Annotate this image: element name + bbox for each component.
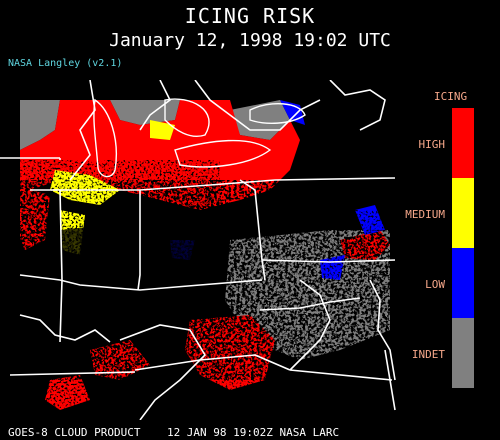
legend-swatch-low xyxy=(452,248,474,318)
legend-label-low: LOW xyxy=(425,278,445,291)
map-timestamp: January 12, 1998 19:02 UTC xyxy=(109,30,391,51)
icing-map xyxy=(0,79,440,424)
state-boundaries xyxy=(0,79,396,421)
legend-swatch-medium xyxy=(452,178,474,248)
icing-map-svg xyxy=(0,79,396,421)
legend-label-medium: MEDIUM xyxy=(405,208,445,221)
footer-caption: GOES-8 CLOUD PRODUCT 12 JAN 98 19:02Z NA… xyxy=(8,426,340,439)
map-title: ICING RISK xyxy=(184,4,316,28)
legend-swatch-indet xyxy=(452,318,474,388)
credit-label: NASA Langley (v2.1) xyxy=(8,58,123,69)
legend-label-high: HIGH xyxy=(418,138,446,151)
legend-swatch-high xyxy=(452,108,474,178)
lake-outlines xyxy=(93,98,306,178)
legend-colorbar xyxy=(452,108,474,388)
legend-title: ICING xyxy=(434,90,468,103)
legend-label-indet: INDET xyxy=(411,348,445,361)
